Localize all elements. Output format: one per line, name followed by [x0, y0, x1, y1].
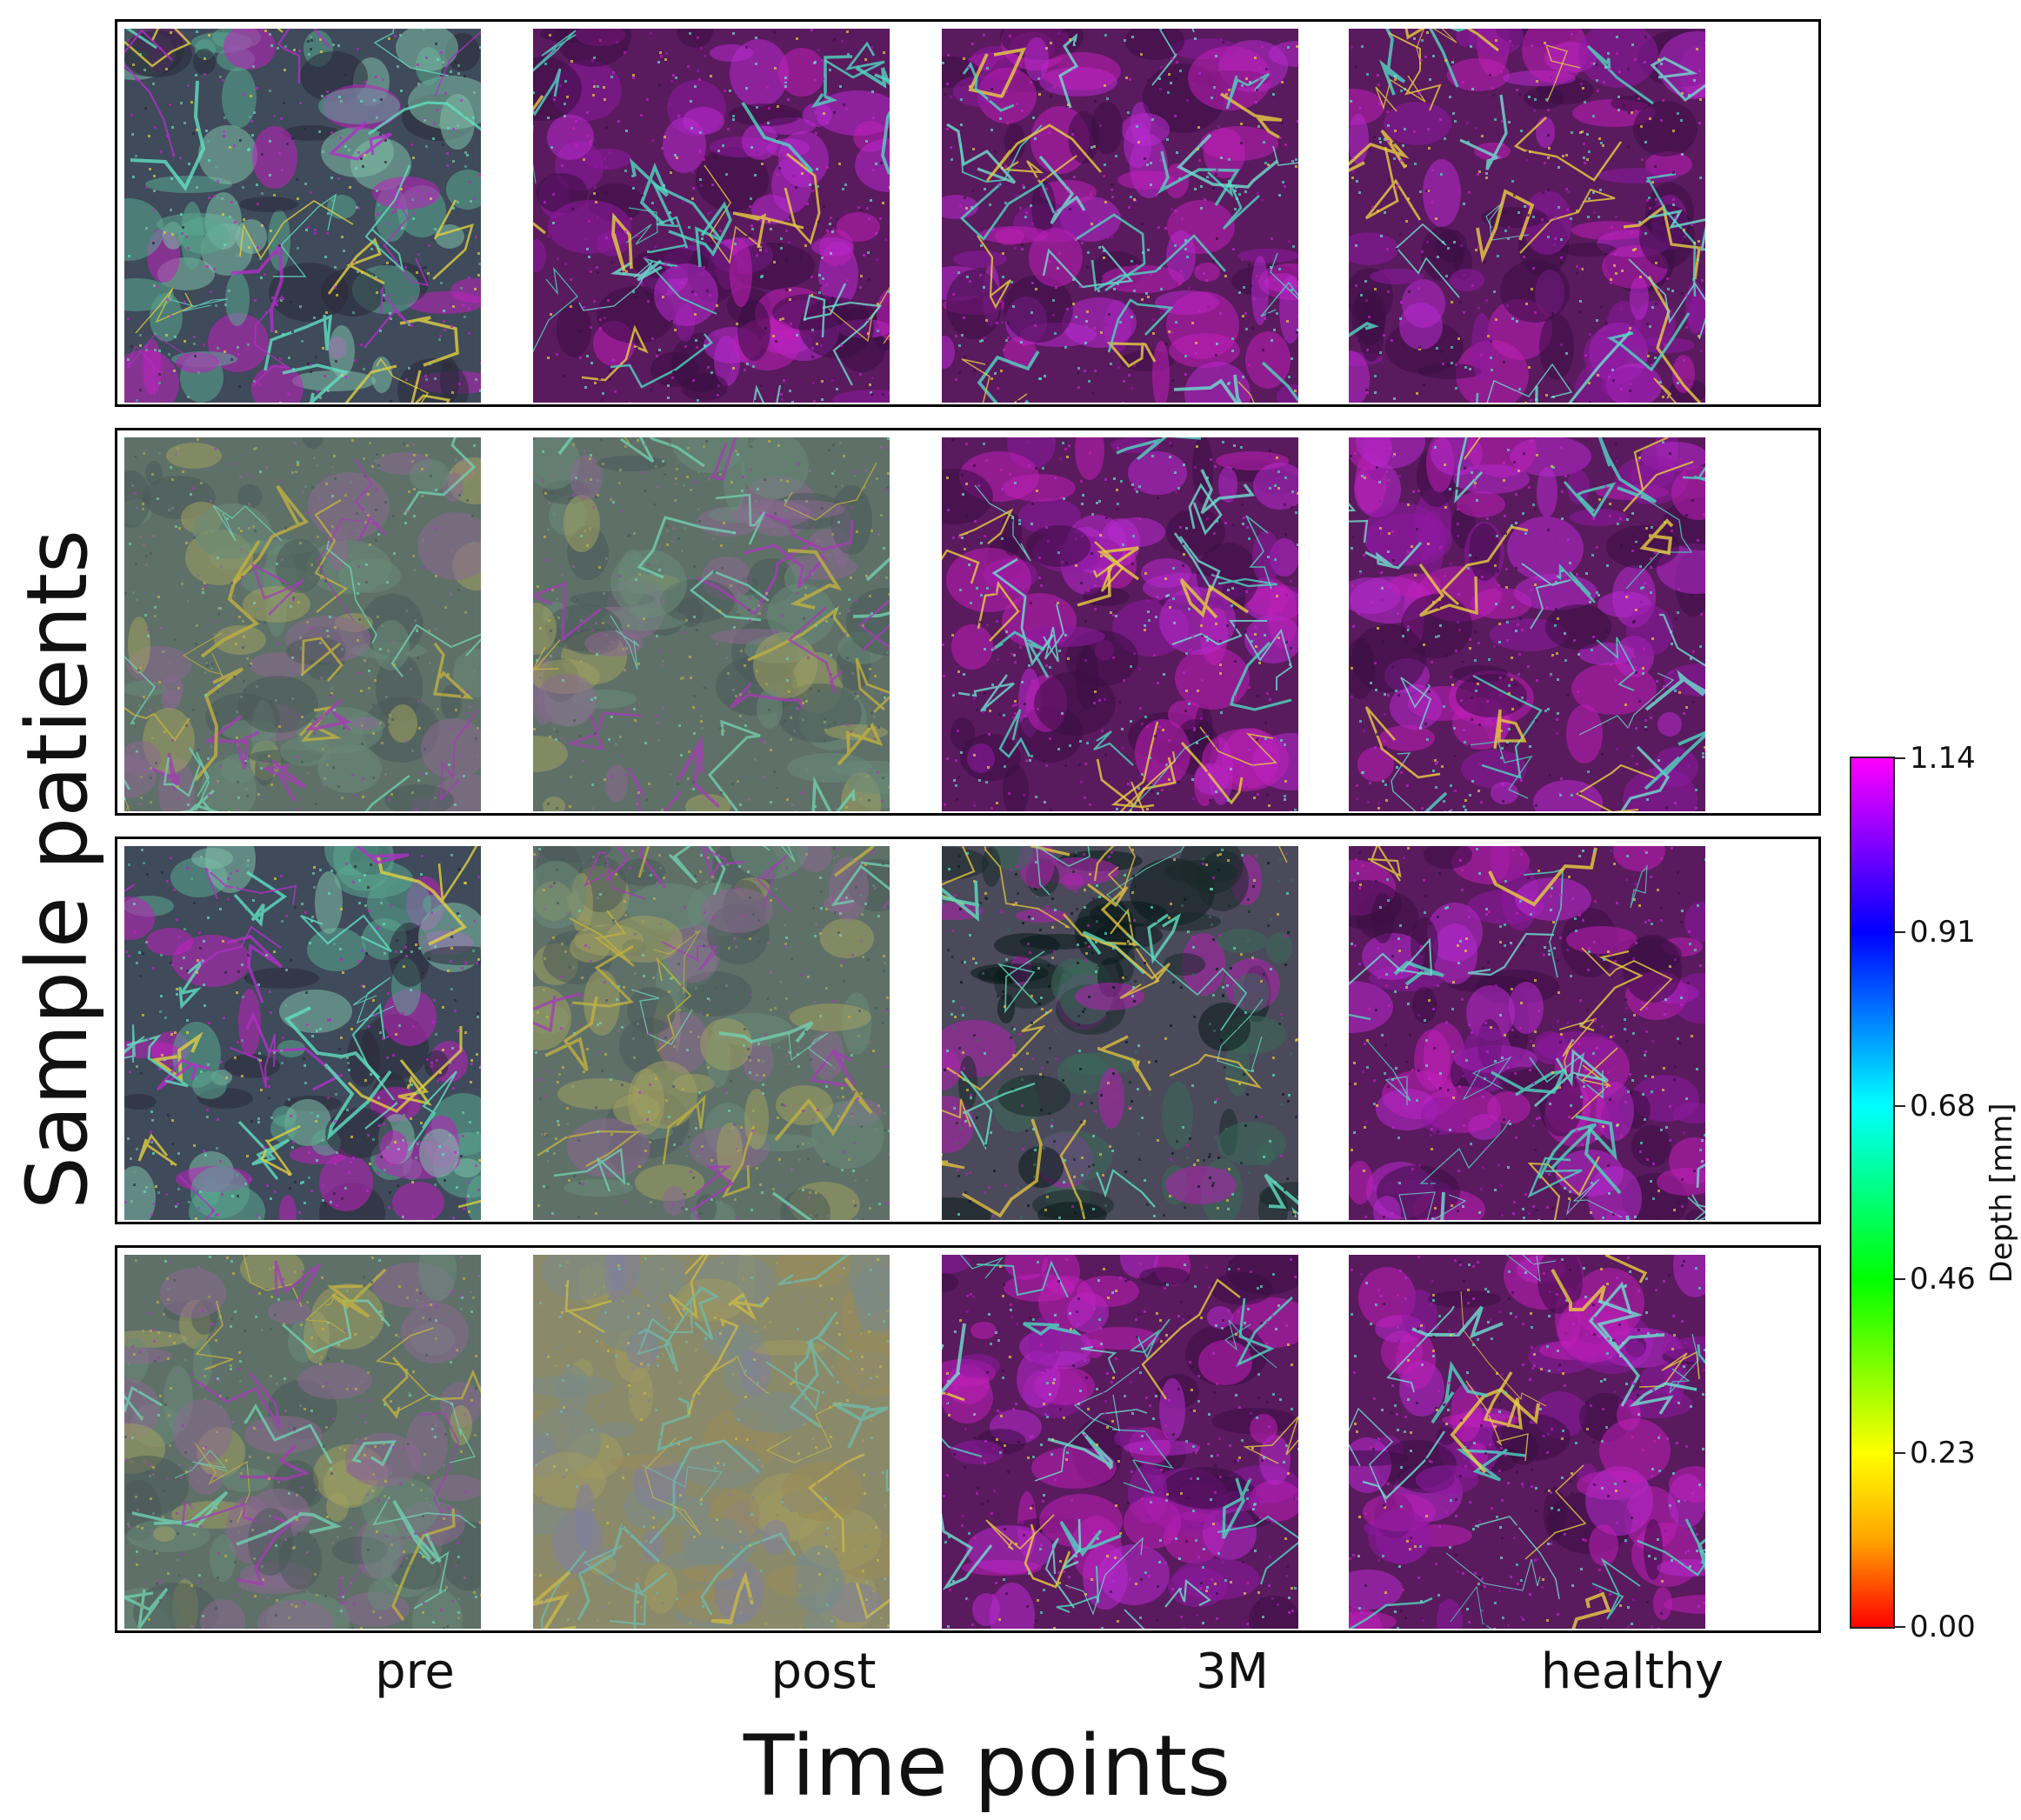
- colorbar-tick-label: 0.00: [1910, 1610, 1976, 1644]
- colorbar-title: Depth [mm]: [1984, 1103, 2019, 1283]
- oct-panel-image: [1349, 846, 1705, 1220]
- colorbar: [1850, 757, 1895, 1629]
- x-axis-label: Time points: [743, 1717, 1231, 1815]
- col-label-3m: 3M: [1196, 1643, 1269, 1700]
- colorbar-tick-label: 0.46: [1910, 1262, 1976, 1297]
- col-label-post: post: [770, 1643, 877, 1700]
- oct-panel-image: [124, 29, 481, 403]
- col-label-healthy: healthy: [1540, 1643, 1724, 1700]
- oct-panel-image: [124, 1255, 481, 1629]
- oct-panel-image: [942, 1255, 1298, 1629]
- col-label-pre: pre: [375, 1643, 455, 1700]
- colorbar-tick-label: 0.23: [1910, 1436, 1976, 1471]
- colorbar-tick: [1895, 1452, 1905, 1455]
- oct-panel-image: [1349, 1255, 1705, 1629]
- oct-panel-image: [533, 437, 890, 811]
- oct-panel-image: [533, 846, 890, 1220]
- patient-row: #3: [115, 837, 1821, 1224]
- oct-panel-image: [942, 437, 1298, 811]
- oct-panel-image: [124, 437, 481, 811]
- colorbar-tick: [1895, 1104, 1905, 1107]
- oct-panel-image: [124, 846, 481, 1220]
- colorbar-tick-label: 0.91: [1910, 914, 1976, 950]
- oct-panel-image: [533, 1255, 890, 1629]
- y-axis-label: Sample patients: [9, 529, 106, 1210]
- colorbar-tick-label: 1.14: [1910, 741, 1976, 776]
- oct-panel-image: [533, 29, 890, 403]
- colorbar-tick: [1895, 1626, 1905, 1628]
- colorbar-tick: [1895, 757, 1905, 759]
- oct-panel-image: [1349, 437, 1705, 811]
- patient-row: #2: [115, 428, 1821, 816]
- oct-panel-image: [942, 29, 1298, 403]
- colorbar-tick-label: 0.68: [1910, 1088, 1976, 1123]
- patient-row: #4: [115, 1245, 1821, 1633]
- colorbar-tick: [1895, 930, 1905, 933]
- colorbar-tick: [1895, 1278, 1905, 1281]
- oct-panel-image: [942, 846, 1298, 1220]
- oct-panel-image: [1349, 29, 1705, 403]
- patient-row: #1: [115, 19, 1821, 407]
